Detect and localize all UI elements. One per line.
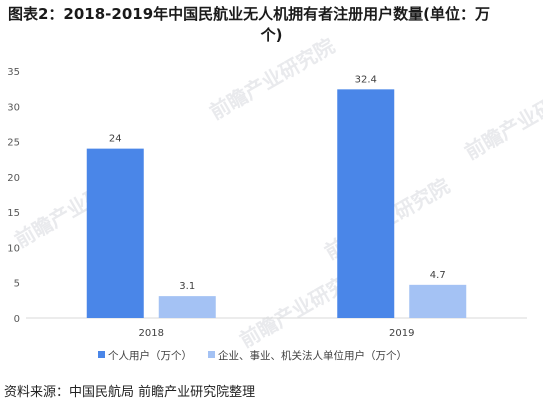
watermark-text: 前瞻产业研究院	[206, 34, 339, 125]
x-tick-label: 2019	[389, 328, 414, 339]
bar	[158, 296, 216, 318]
bar-data-label: 3.1	[179, 281, 195, 292]
y-tick-label: 35	[7, 67, 20, 78]
legend-swatch	[208, 351, 215, 358]
legend-swatch	[98, 351, 105, 358]
chart-title-line-1: 图表2：2018-2019年中国民航业无人机拥有者注册用户数量(单位：万	[8, 5, 491, 23]
y-tick-label: 20	[7, 173, 20, 184]
legend-label: 个人用户（万个）	[108, 349, 192, 362]
watermark-text: 前瞻产业研究院	[461, 74, 543, 165]
source-note: 资料来源：中国民航局 前瞻产业研究院整理	[4, 385, 256, 400]
y-tick-label: 5	[14, 279, 20, 290]
bar-data-label: 4.7	[430, 270, 446, 281]
bar-data-label: 24	[109, 134, 122, 145]
y-tick-label: 15	[7, 208, 20, 219]
legend-label: 企业、事业、机关法人单位用户（万个）	[218, 349, 407, 362]
bar	[86, 148, 144, 318]
y-tick-label: 0	[14, 314, 20, 325]
bar-data-label: 32.4	[355, 74, 377, 85]
chart-title-line-2: 个)	[260, 26, 283, 44]
x-tick-label: 2018	[139, 328, 164, 339]
bar-chart: 前瞻产业研究院前瞻产业研究院前瞻产业研究院前瞻产业研究院前瞻产业研究院05101…	[7, 34, 543, 362]
chart-title: 图表2：2018-2019年中国民航业无人机拥有者注册用户数量(单位：万 个)	[8, 4, 535, 46]
y-tick-label: 25	[7, 138, 20, 149]
bar	[409, 284, 467, 318]
y-tick-label: 10	[7, 243, 20, 254]
bar	[337, 89, 395, 318]
y-tick-label: 30	[7, 102, 20, 113]
